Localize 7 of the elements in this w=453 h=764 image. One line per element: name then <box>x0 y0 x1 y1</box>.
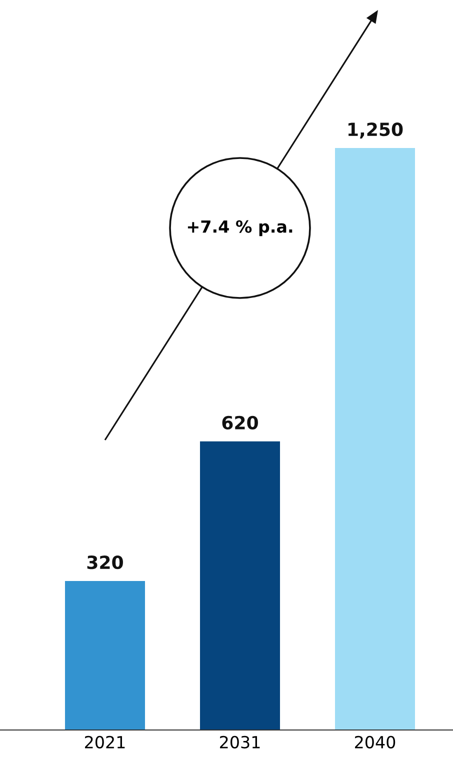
data-label: 320 <box>87 556 123 570</box>
data-label: 620 <box>222 416 258 430</box>
x-tick-label: 2040 <box>355 736 396 748</box>
data-label: 1,250 <box>348 122 403 138</box>
x-tick-label: 2031 <box>220 736 260 748</box>
annotation: +7.4 % p.a. <box>188 220 292 236</box>
x-tick-label: 2021 <box>85 736 125 748</box>
